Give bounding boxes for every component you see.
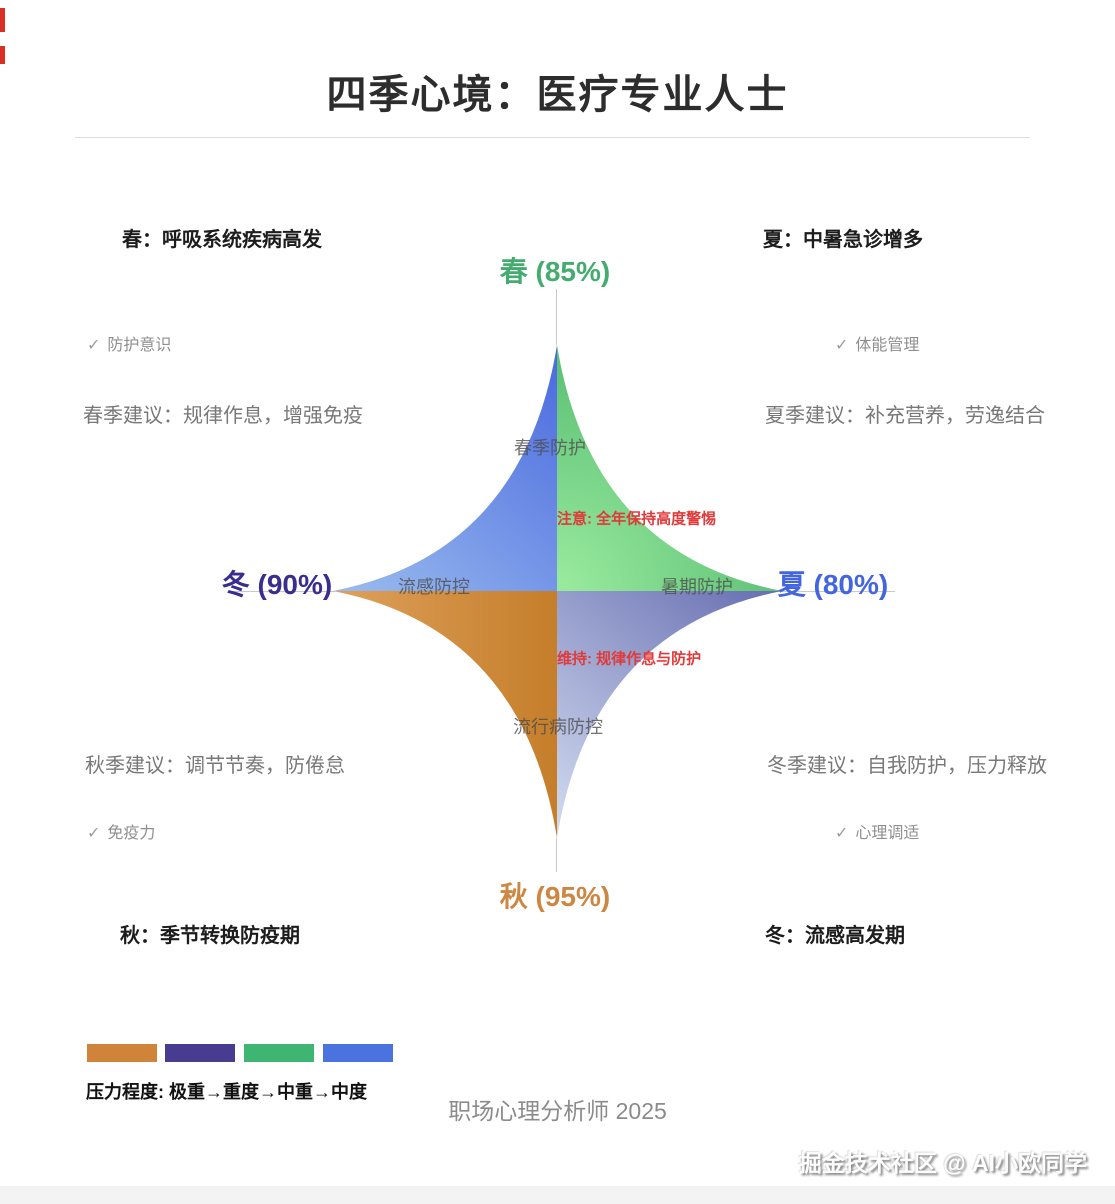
sector-label-winter: 流感防控: [398, 577, 470, 597]
footer-credit: 职场心理分析师 2025: [448, 1098, 667, 1124]
bottom-bar: [0, 1186, 1115, 1204]
center-annotation-upper: 注意: 全年保持高度警惕: [557, 510, 717, 528]
legend-swatch-extreme: [87, 1044, 157, 1062]
advice-summer: 夏季建议：补充营养，劳逸结合: [765, 405, 1045, 427]
red-edge-marker: [0, 46, 5, 64]
axis-line: [556, 838, 557, 872]
check-label: 心理调适: [855, 825, 920, 842]
watermark: 掘金技术社区 @ AI小欧同学: [798, 1150, 1087, 1176]
headline-summer: 夏：中暑急诊增多: [763, 229, 923, 251]
headline-autumn: 秋：季节转换防疫期: [120, 925, 300, 947]
axis-label-winter: 冬 (90%): [221, 569, 333, 600]
check-label: 体能管理: [855, 337, 920, 354]
advice-winter: 冬季建议：自我防护，压力释放: [767, 755, 1047, 777]
page-title: 四季心境：医疗专业人士: [326, 73, 789, 117]
axis-label-spring: 春 (85%): [499, 256, 611, 287]
check-icon: ✓: [835, 825, 849, 842]
quadrant-top-right: [557, 345, 782, 591]
headline-winter: 冬：流感高发期: [765, 925, 905, 947]
check-item-mental: ✓ 心理调适: [835, 819, 919, 843]
axis-line: [228, 591, 335, 592]
advice-autumn: 秋季建议：调节节奏，防倦怠: [85, 755, 345, 777]
legend-label: 压力程度: 极重→重度→中重→中度: [86, 1082, 367, 1102]
legend-swatch-moderate: [244, 1044, 314, 1062]
check-item-fitness: ✓ 体能管理: [835, 331, 919, 355]
check-icon: ✓: [835, 337, 849, 354]
red-edge-marker: [0, 8, 5, 32]
headline-spring: 春：呼吸系统疾病高发: [122, 229, 322, 251]
advice-spring: 春季建议：规律作息，增强免疫: [83, 405, 363, 427]
quadrant-top-left: [333, 345, 557, 591]
sector-label-autumn: 流行病防控: [513, 717, 603, 737]
quadrant-bottom-left: [333, 591, 557, 838]
title-divider: [75, 137, 1030, 138]
sector-label-summer: 暑期防护: [661, 577, 733, 597]
legend-swatch-severe: [165, 1044, 235, 1062]
axis-label-summer: 夏 (80%): [777, 569, 889, 600]
check-icon: ✓: [87, 337, 101, 354]
axis-line: [556, 289, 557, 345]
center-annotation-lower: 维持: 规律作息与防护: [557, 650, 702, 668]
check-label: 免疫力: [107, 825, 156, 842]
check-item-immunity: ✓ 免疫力: [87, 819, 155, 843]
axis-label-autumn: 秋 (95%): [499, 881, 611, 912]
quadrant-bottom-right: [557, 591, 782, 838]
sector-label-spring: 春季防护: [514, 438, 586, 458]
check-icon: ✓: [87, 825, 101, 842]
axis-line: [782, 591, 895, 592]
legend-swatch-mild: [323, 1044, 393, 1062]
check-item-awareness: ✓ 防护意识: [87, 331, 171, 355]
check-label: 防护意识: [107, 337, 172, 354]
